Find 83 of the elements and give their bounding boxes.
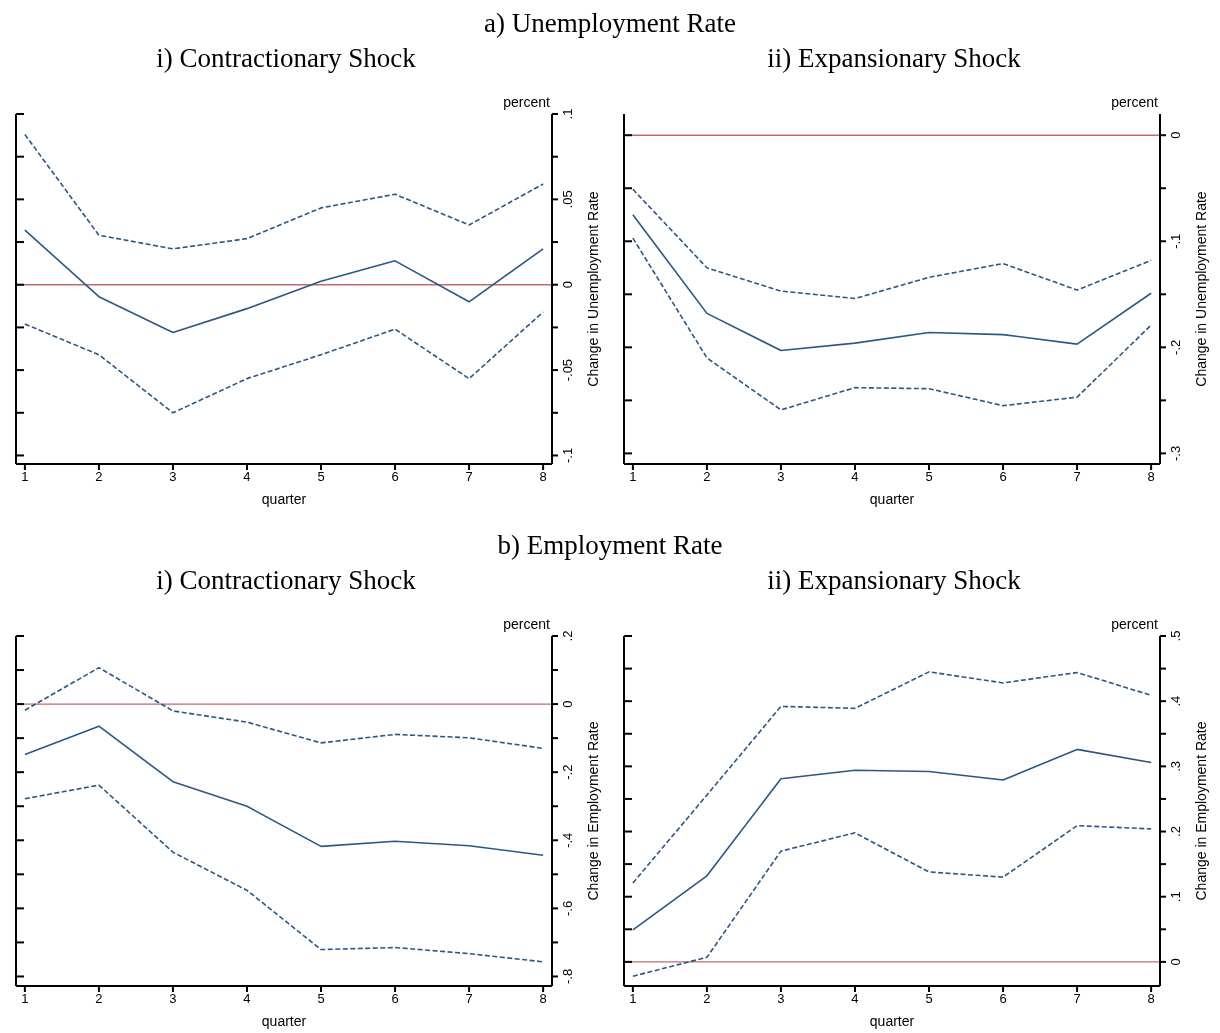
x-tick-label: 8 <box>1147 991 1155 1007</box>
y-axis-title: Change in Unemployment Rate <box>585 191 601 387</box>
x-tick-label: 2 <box>95 469 103 485</box>
line-series <box>632 824 1152 978</box>
y-tick-label: -.1 <box>560 447 575 464</box>
x-axis-title: quarter <box>261 491 307 507</box>
x-tick-label: 1 <box>21 991 29 1007</box>
y-tick-label: -.2 <box>1168 339 1183 355</box>
y-tick-label: .4 <box>1168 695 1183 707</box>
x-tick-label: 8 <box>1147 469 1155 485</box>
x-tick-label: 7 <box>465 469 473 485</box>
text: percent <box>1111 616 1158 632</box>
line-series <box>24 784 544 963</box>
x-tick-label: 6 <box>391 469 399 485</box>
x-tick-label: 5 <box>925 991 933 1007</box>
x-tick-label: 1 <box>629 991 637 1007</box>
x-tick-label: 6 <box>999 991 1007 1007</box>
x-tick-label: 6 <box>391 991 399 1007</box>
x-tick-label: 5 <box>317 469 325 485</box>
chart-subtitle: ii) Expansionary Shock <box>766 564 1022 597</box>
line-series <box>632 748 1152 931</box>
x-tick-label: 4 <box>243 469 251 485</box>
line-series <box>24 725 544 857</box>
y-tick-label: -.8 <box>560 968 575 985</box>
x-tick-label: 5 <box>317 991 325 1007</box>
x-tick-label: 4 <box>243 991 251 1007</box>
x-tick-label: 8 <box>539 991 547 1007</box>
y-tick-label: 0 <box>560 700 575 708</box>
line-series <box>24 229 544 334</box>
x-tick-label: 3 <box>777 991 785 1007</box>
chart-subtitle: i) Contractionary Shock <box>155 564 417 597</box>
y-tick-label: .3 <box>1168 760 1183 772</box>
x-tick-label: 2 <box>703 469 711 485</box>
y-tick-label: 0 <box>560 281 575 289</box>
y-tick-label: -.6 <box>560 900 575 916</box>
x-tick-label: 7 <box>1073 469 1081 485</box>
chart-subtitle: i) Contractionary Shock <box>155 42 417 75</box>
x-tick-label: 8 <box>539 469 547 485</box>
x-tick-label: 3 <box>169 991 177 1007</box>
x-axis-title: quarter <box>261 1013 307 1029</box>
y-axis-title: Change in Unemployment Rate <box>1193 191 1209 387</box>
x-tick-label: 3 <box>169 469 177 485</box>
y-tick-label: .2 <box>1168 826 1183 837</box>
x-tick-label: 5 <box>925 469 933 485</box>
text: percent <box>503 94 550 110</box>
y-axis-title: Change in Employment Rate <box>1193 721 1209 901</box>
x-tick-label: 4 <box>851 991 859 1007</box>
x-tick-label: 4 <box>851 469 859 485</box>
text: percent <box>503 616 550 632</box>
y-tick-label: .1 <box>560 108 575 120</box>
text: b) Employment Rate <box>496 530 724 560</box>
x-tick-label: 2 <box>95 991 103 1007</box>
line-series <box>632 671 1152 884</box>
y-tick-label: -.2 <box>560 764 575 780</box>
x-tick-label: 1 <box>21 469 29 485</box>
y-axis-title: Change in Employment Rate <box>585 721 601 901</box>
y-tick-label: .5 <box>1168 630 1183 642</box>
y-tick-label: .2 <box>560 630 575 642</box>
x-tick-label: 6 <box>999 469 1007 485</box>
x-axis-title: quarter <box>869 491 915 507</box>
x-tick-label: 2 <box>703 991 711 1007</box>
line-series <box>24 666 544 750</box>
x-tick-label: 3 <box>777 469 785 485</box>
x-tick-label: 1 <box>629 469 637 485</box>
chart-subtitle: ii) Expansionary Shock <box>766 42 1022 75</box>
y-tick-label: 0 <box>1168 958 1183 966</box>
x-axis-title: quarter <box>869 1013 915 1029</box>
x-tick-label: 7 <box>1073 991 1081 1007</box>
x-tick-label: 7 <box>465 991 473 1007</box>
line-series <box>632 213 1152 352</box>
y-tick-label: .1 <box>1168 891 1183 903</box>
y-tick-label: -.1 <box>1168 233 1183 249</box>
y-tick-label: 0 <box>1168 131 1183 139</box>
line-series <box>24 133 544 250</box>
y-tick-label: .05 <box>560 190 575 209</box>
text: a) Unemployment Rate <box>483 8 737 38</box>
y-tick-label: -.05 <box>560 358 575 382</box>
text: percent <box>1111 94 1158 110</box>
line-series <box>24 311 544 414</box>
y-tick-label: -.4 <box>560 832 575 848</box>
line-series <box>632 188 1152 300</box>
y-tick-label: -.3 <box>1168 445 1183 461</box>
line-series <box>632 237 1152 411</box>
